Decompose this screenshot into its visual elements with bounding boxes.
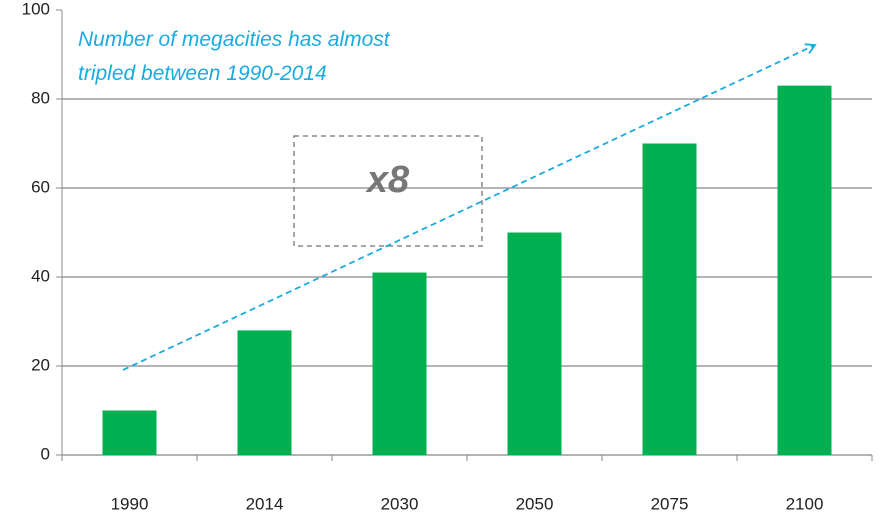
y-tick-label: 40 <box>31 266 50 285</box>
bar <box>237 330 292 455</box>
x-tick-label: 2050 <box>516 494 554 513</box>
annotation: Number of megacities has almost <box>78 28 391 51</box>
bar <box>102 410 157 455</box>
y-tick-label: 0 <box>41 444 50 463</box>
trend-arrow <box>122 43 817 371</box>
x-tick-label: 2075 <box>651 494 689 513</box>
y-tick-label: 20 <box>31 355 50 374</box>
y-tick-label: 100 <box>22 0 50 18</box>
bar <box>777 85 832 456</box>
x-tick-label: 2014 <box>246 494 284 513</box>
y-tick-label: 60 <box>31 177 50 196</box>
bar <box>507 232 562 455</box>
bar <box>372 272 427 455</box>
y-tick-label: 80 <box>31 88 50 107</box>
x-tick-label: 1990 <box>111 494 149 513</box>
bar <box>642 143 697 455</box>
annotation: tripled between 1990-2014 <box>78 62 327 85</box>
box-label: x8 <box>365 159 410 201</box>
x-tick-label: 2100 <box>786 494 824 513</box>
plot: 0 20 40 60 80 100 1990 2014 2030 2050 2075 2100 <box>22 0 873 513</box>
x-tick-label: 2030 <box>381 494 419 513</box>
